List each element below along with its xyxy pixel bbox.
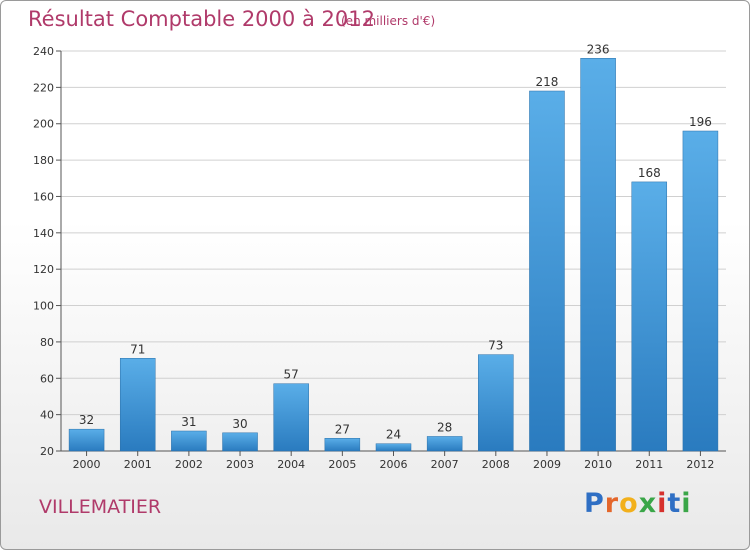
- y-tick-label: 20: [40, 445, 54, 458]
- data-label: 218: [536, 75, 559, 89]
- data-label: 57: [284, 368, 299, 382]
- data-label: 27: [335, 422, 350, 436]
- proxiti-logo: Proxiti: [584, 488, 692, 519]
- x-tick-label: 2007: [431, 458, 459, 471]
- x-tick-label: 2011: [635, 458, 663, 471]
- bar: [171, 430, 207, 452]
- logo-letter: t: [667, 488, 682, 519]
- bar: [273, 383, 309, 452]
- bar: [529, 90, 565, 452]
- y-tick-label: 80: [40, 336, 54, 349]
- data-label: 73: [488, 339, 503, 353]
- data-label: 31: [181, 415, 196, 429]
- bar: [580, 58, 616, 452]
- bar: [119, 358, 156, 452]
- y-tick-label: 240: [33, 45, 54, 58]
- y-tick-label: 200: [33, 118, 54, 131]
- bar: [682, 130, 719, 452]
- logo-letter: i: [657, 488, 668, 519]
- data-label: 168: [638, 166, 661, 180]
- place-name: VILLEMATIER: [39, 496, 162, 518]
- y-tick-label: 180: [33, 154, 54, 167]
- y-tick-label: 120: [33, 263, 54, 276]
- chart-title: Résultat Comptable 2000 à 2012: [28, 7, 375, 31]
- y-tick-label: 100: [33, 300, 54, 313]
- data-label: 28: [437, 420, 452, 434]
- y-tick-label: 40: [40, 409, 54, 422]
- x-tick-label: 2006: [380, 458, 408, 471]
- data-label: 236: [587, 42, 610, 56]
- bar: [631, 181, 668, 452]
- x-tick-label: 2004: [277, 458, 305, 471]
- bar: [222, 432, 258, 452]
- logo-letter: r: [604, 488, 620, 519]
- x-tick-label: 2010: [584, 458, 612, 471]
- chart-subtitle: (en milliers d'€): [341, 14, 436, 28]
- y-tick-label: 160: [33, 190, 54, 203]
- x-tick-label: 2005: [328, 458, 356, 471]
- bar: [426, 436, 463, 452]
- x-tick-label: 2003: [226, 458, 254, 471]
- x-tick-label: 2002: [175, 458, 203, 471]
- bar: [375, 443, 412, 452]
- data-label: 196: [689, 115, 712, 129]
- y-tick-label: 140: [33, 227, 54, 240]
- data-label: 30: [232, 417, 247, 431]
- bar: [68, 428, 105, 452]
- data-label: 71: [130, 342, 145, 356]
- y-tick-label: 60: [40, 372, 54, 385]
- x-tick-label: 2001: [124, 458, 152, 471]
- bar: [324, 438, 361, 452]
- logo-letter: P: [584, 488, 605, 519]
- y-tick-label: 220: [33, 81, 54, 94]
- x-tick-label: 2009: [533, 458, 561, 471]
- x-tick-label: 2008: [482, 458, 510, 471]
- data-label: 32: [79, 413, 94, 427]
- logo-letter: i: [681, 488, 692, 519]
- logo-letter: o: [619, 488, 639, 519]
- data-label: 24: [386, 428, 401, 442]
- x-tick-label: 2000: [73, 458, 101, 471]
- logo-letter: x: [638, 488, 658, 519]
- x-tick-label: 2012: [686, 458, 714, 471]
- bar: [478, 354, 514, 452]
